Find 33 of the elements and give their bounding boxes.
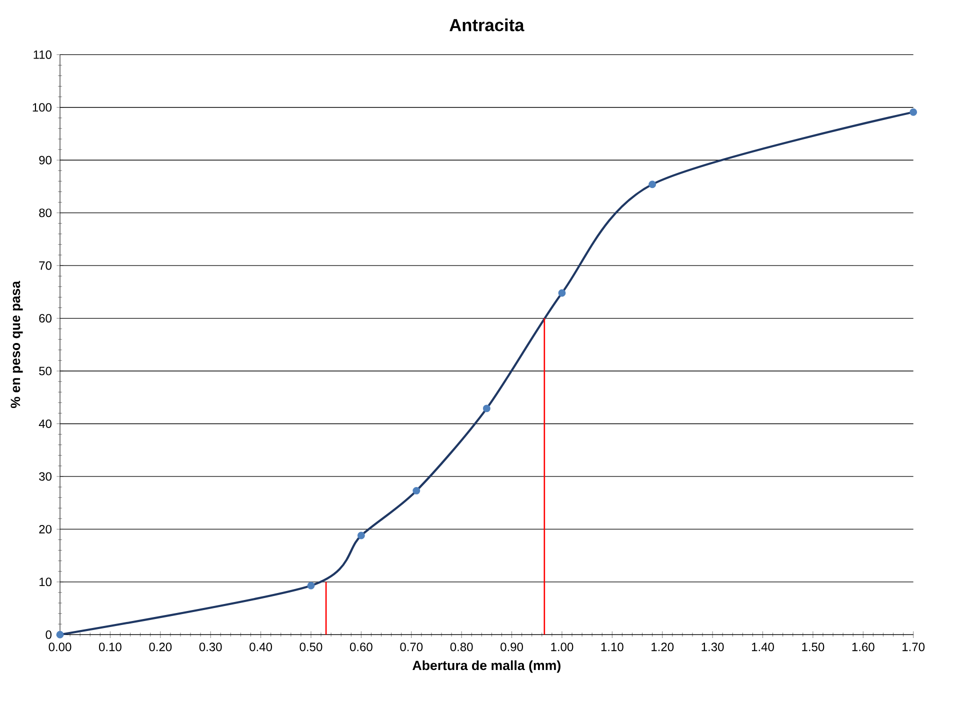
y-tick-label: 80	[39, 208, 52, 217]
y-tick-label: 70	[39, 261, 52, 270]
x-tick-label: 0.70	[400, 642, 423, 652]
x-tick-label: 0.10	[98, 642, 122, 652]
x-tick-label: 0.60	[350, 642, 372, 652]
x-tick-label: 1.70	[902, 642, 925, 652]
x-tick-label: 0.20	[149, 642, 172, 652]
y-tick-label: 90	[39, 156, 52, 164]
x-tick-label: 0.40	[250, 642, 272, 652]
y-tick-label: 10	[40, 578, 52, 586]
y-tick-label: 30	[39, 472, 52, 481]
y-tick-label: 40	[38, 419, 52, 428]
x-tick-label: 1.30	[702, 642, 724, 652]
x-axis-title: Abertura de malla (mm)	[412, 660, 560, 673]
y-tick-label: 100	[32, 102, 52, 112]
y-tick-label: 110	[34, 50, 52, 59]
y-tick-label: 0	[46, 630, 52, 639]
x-tick-label: 0.00	[48, 642, 72, 652]
y-tick-label: 50	[39, 366, 52, 376]
x-tick-label: 1.00	[551, 642, 574, 652]
y-tick-label: 60	[39, 314, 52, 322]
x-tick-label: 1.40	[752, 642, 774, 652]
x-tick-label: 0.90	[500, 642, 523, 652]
x-tick-label: 1.20	[652, 642, 674, 652]
chart-title: Antracita	[450, 18, 524, 32]
x-tick-label: 0.30	[199, 642, 222, 652]
x-tick-label: 1.50	[802, 642, 824, 652]
x-tick-label: 1.10	[601, 642, 624, 652]
y-tick-label: 20	[39, 524, 52, 534]
x-tick-label: 1.60	[852, 642, 874, 652]
x-tick-label: 0.50	[300, 642, 322, 652]
x-tick-label: 0.80	[450, 642, 473, 652]
y-axis-title: % en peso que pasa	[10, 280, 23, 408]
